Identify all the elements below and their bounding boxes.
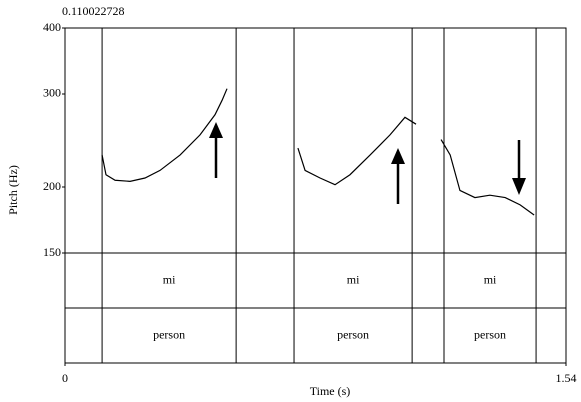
x-tick-label: 1.54	[556, 371, 577, 385]
frame	[64, 27, 567, 364]
pitch-contour	[101, 88, 228, 182]
y-tick-label: 300	[43, 86, 61, 100]
pitch-contour	[297, 116, 417, 186]
arrows	[209, 122, 526, 204]
y-axis-label: Pitch (Hz)	[6, 165, 20, 215]
interval-label: mi	[484, 272, 497, 286]
x-tick-label: 0	[62, 371, 68, 385]
interval-label: mi	[347, 272, 360, 286]
y-tick-label: 400	[43, 20, 61, 34]
y-tick-label: 150	[43, 245, 61, 259]
pitch-contour	[440, 139, 535, 216]
interval-label: mi	[163, 272, 176, 286]
interval-label: person	[337, 327, 369, 341]
x-axis-label: Time (s)	[310, 384, 351, 398]
cursor-label: 0.110022728	[62, 4, 125, 18]
interval-label: person	[474, 327, 506, 341]
y-tick-label: 200	[43, 179, 61, 193]
interval-label: person	[153, 327, 185, 341]
